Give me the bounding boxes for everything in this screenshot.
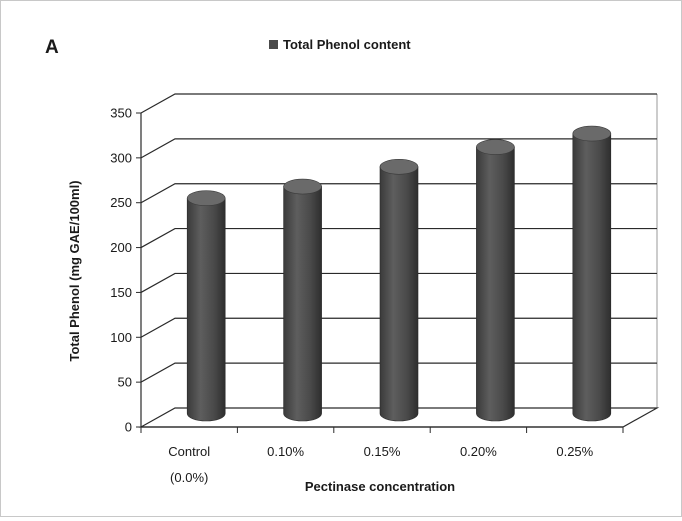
bar-top bbox=[379, 158, 419, 175]
gridline bbox=[140, 138, 657, 159]
y-tick-label: 300 bbox=[110, 150, 132, 165]
y-tick-label: 100 bbox=[110, 330, 132, 345]
bar-body bbox=[379, 166, 419, 422]
x-tick-label: 0.25% bbox=[556, 444, 593, 459]
legend-swatch bbox=[269, 40, 278, 49]
bar-top bbox=[572, 125, 612, 142]
legend-label: Total Phenol content bbox=[283, 37, 411, 52]
x-tick-label: 0.20% bbox=[460, 444, 497, 459]
panel-label: A bbox=[45, 37, 59, 58]
bar bbox=[186, 190, 226, 422]
x-tick-label: Control bbox=[168, 444, 210, 459]
y-tick-label: 250 bbox=[110, 195, 132, 210]
x-tick-label: 0.10% bbox=[267, 444, 304, 459]
bar-body bbox=[283, 186, 322, 422]
gridline bbox=[140, 93, 657, 114]
bar-body bbox=[572, 133, 612, 422]
bar-top bbox=[186, 190, 226, 206]
x-tick-label: (0.0%) bbox=[170, 470, 208, 485]
bar-body bbox=[476, 146, 515, 422]
bars bbox=[186, 125, 612, 422]
bar bbox=[476, 139, 515, 422]
x-tick-label: 0.15% bbox=[364, 444, 401, 459]
gridlines bbox=[140, 93, 657, 383]
bar bbox=[379, 158, 419, 422]
bar bbox=[283, 178, 322, 422]
bar bbox=[572, 125, 612, 422]
y-tick-label: 350 bbox=[110, 106, 132, 121]
y-tick-label: 0 bbox=[125, 420, 132, 435]
y-tick-label: 50 bbox=[118, 375, 132, 390]
x-axis-title: Pectinase concentration bbox=[305, 479, 455, 494]
x-axis-ticks: Control (0.0%) 0.10% 0.15% 0.20% 0.25% bbox=[140, 426, 624, 485]
bar-top bbox=[476, 139, 515, 155]
y-axis-title: Total Phenol (mg GAE/100ml) bbox=[67, 180, 82, 361]
y-tick-label: 150 bbox=[110, 285, 132, 300]
y-axis-ticks: 0 50 100 150 200 250 300 350 bbox=[110, 106, 142, 435]
bar-top bbox=[283, 178, 322, 195]
bar-body bbox=[186, 197, 226, 422]
y-tick-label: 200 bbox=[110, 240, 132, 255]
